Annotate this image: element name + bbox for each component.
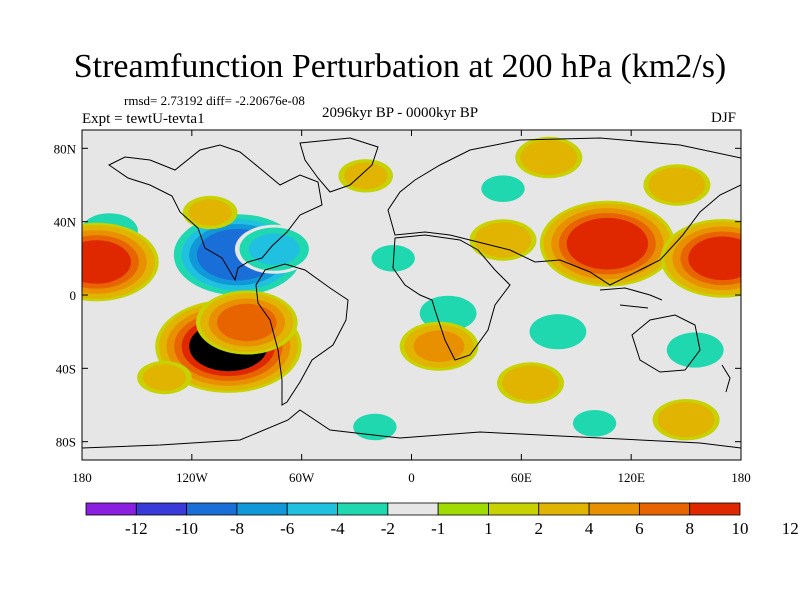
contour-shade [474,222,532,258]
lon-tick-label: 60E [511,470,532,485]
anomaly-center-16 [399,321,479,371]
contour-shade [344,162,388,190]
lon-tick-label: 60W [289,470,315,485]
colorbar-swatch [588,502,640,516]
colorbar-swatch [85,502,137,516]
contour-shade [520,139,578,176]
contour-shade [529,314,587,350]
contour-shade [481,175,525,202]
colorbar-label: 6 [635,519,644,538]
anomaly-center-9 [475,172,531,206]
colorbar-label: -12 [125,519,148,538]
season-label: DJF [711,110,737,126]
colorbar-swatch [135,502,188,516]
map-background [82,130,741,460]
experiment-label: Expt = tewtU-tevta1 [82,111,205,127]
contour-shade [82,240,131,284]
colorbar-swatch [437,502,489,516]
contour-shade [142,364,187,391]
greenland-coastline [299,137,379,193]
colorbar-swatch [689,502,741,516]
colorbar-label: 2 [535,519,544,538]
lon-tick-label: 180 [72,470,92,485]
lat-tick-label: 40N [54,215,77,230]
contour-fill-layer [82,136,741,444]
anomaly-center-5 [524,311,592,353]
colorbar-label: -2 [381,519,395,538]
anomaly-center-19 [515,136,583,179]
antarctica-coastline [82,409,741,449]
colorbar-swatch [538,502,590,516]
contour-shade [248,233,300,265]
contour-shade [648,167,706,203]
contour-shade [688,236,741,281]
contour-shade [566,217,649,270]
south-america-coastline [255,263,349,406]
colorbar-swatch [286,502,338,516]
colorbar-label: -1 [431,519,445,538]
colorbar-swatch [236,502,288,516]
north-america-coastline [108,144,323,282]
colorbar-label: 4 [585,519,594,538]
colorbar-swatch [387,502,439,516]
anomaly-center-7 [347,410,403,444]
anomaly-center-22 [338,159,394,193]
longitude-axis: 180 120W 60W 0 60E 120E 180 [72,130,751,485]
anomaly-center-11 [196,290,298,355]
eurasia-coastline [387,137,741,286]
anomaly-center-17 [137,360,192,395]
contour-shade [572,410,617,437]
stats-label: rmsd= 2.73192 diff= -2.20676e-08 [124,93,305,108]
contour-shade [353,413,397,441]
anomaly-center-20 [643,164,711,206]
australia-coastline [631,314,701,373]
colorbar-swatch [186,502,238,516]
lat-tick-label: 80N [54,141,77,156]
contour-shade [413,330,465,363]
contour-shade [217,303,277,342]
colorbar-label: -6 [280,519,294,538]
anomaly-center-6 [661,329,729,371]
colorbar-label: 1 [484,519,493,538]
colorbar-swatch [337,502,389,516]
colorbar-label: -10 [175,519,198,538]
colorbar: -12 -10 -8 -6 -4 -2 -1 1 2 4 6 8 10 12 [85,502,799,538]
new-zealand-coastline [721,364,731,393]
anomaly-center-13 [539,200,676,287]
lon-tick-label: 120W [176,470,209,485]
plot-title: Streamfunction Perturbation at 200 hPa (… [73,48,727,85]
colorbar-label: 12 [782,519,799,538]
latitude-axis: 80N 40N 0 40S 80S [54,141,741,450]
anomaly-center-12 [82,222,159,302]
colorbar-label: -8 [230,519,244,538]
contour-shade [188,199,232,226]
lon-tick-label: 0 [408,470,415,485]
contour-shade [502,365,559,401]
lat-tick-label: 0 [70,288,77,303]
anomaly-center-2 [234,224,314,274]
anomaly-center-15 [469,219,537,261]
lat-tick-label: 80S [56,435,76,450]
colorbar-label: -4 [330,519,345,538]
contour-shade [666,332,724,368]
maritime-continent-coastline [599,287,663,309]
anomaly-center-23 [652,399,720,441]
colorbar-label: 10 [732,519,749,538]
anomaly-center-8 [567,406,622,440]
lon-tick-label: 180 [731,470,751,485]
anomaly-center-14 [660,219,741,298]
lat-tick-label: 40S [56,361,76,376]
anomaly-center-21 [182,195,238,230]
anomaly-center-18 [497,362,564,404]
lon-tick-label: 120E [617,470,645,485]
period-label: 2096kyr BP - 0000kyr BP [322,105,479,121]
contour-shade [657,402,715,438]
colorbar-swatch [488,502,540,516]
coastline-layer [82,137,741,449]
colorbar-swatch [638,502,691,516]
africa-coastline [392,234,511,361]
colorbar-label: 8 [685,519,694,538]
